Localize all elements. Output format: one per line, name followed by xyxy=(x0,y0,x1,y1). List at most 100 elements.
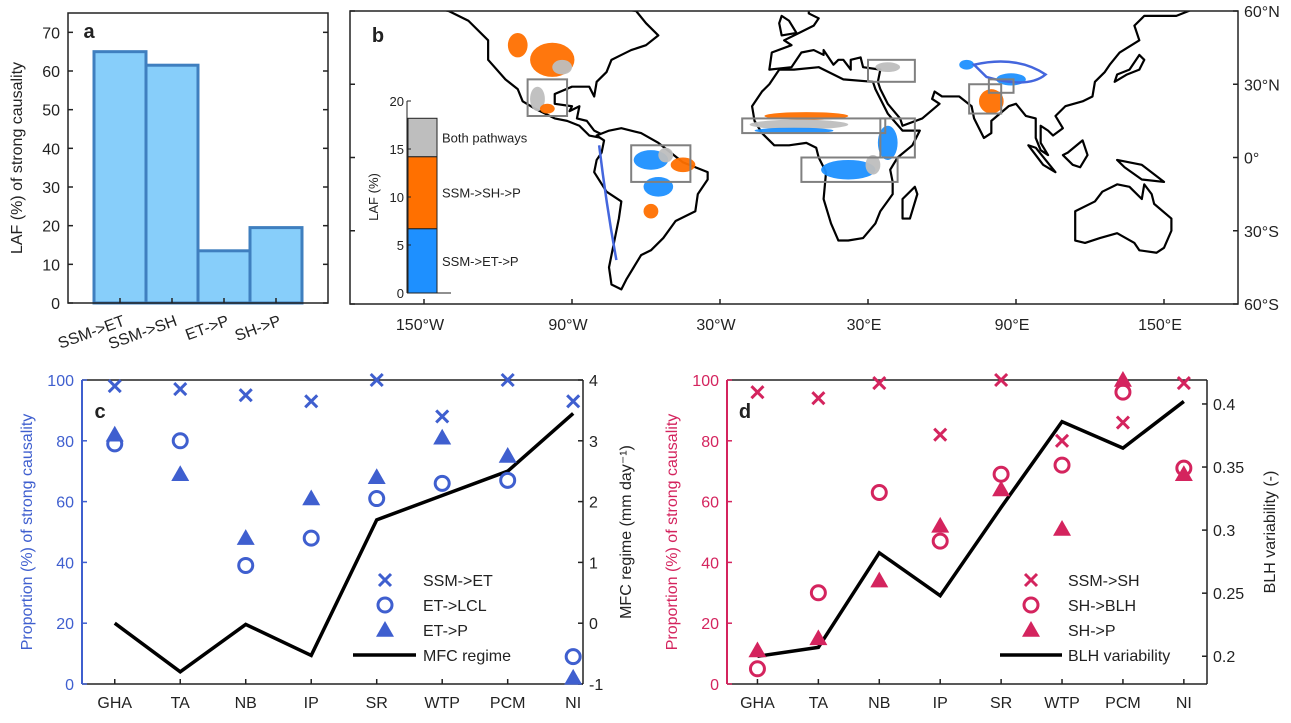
point-SSM->ET-WTP xyxy=(435,409,450,424)
x-tick-label: PCM xyxy=(1105,695,1141,712)
point-SH->P-PCM xyxy=(1113,371,1132,387)
study-region-box xyxy=(867,58,916,83)
panel-label-d: d xyxy=(739,401,751,423)
landmass-japan xyxy=(1113,53,1146,83)
legend-marker-ET->LCL xyxy=(376,596,394,614)
legend-label: ET->P xyxy=(423,623,468,640)
x-tick-label: SH->P xyxy=(233,313,284,345)
point-ET->LCL-WTP xyxy=(433,474,451,492)
inset-bar-SSM->ET->P xyxy=(407,228,438,294)
landmass-australia xyxy=(1074,183,1173,254)
y2-axis-label: BLH variability (-) xyxy=(1262,471,1279,594)
point-SH->P-NB xyxy=(870,571,889,588)
point-ET->LCL-NI xyxy=(564,648,582,666)
landmass-borneo xyxy=(1061,139,1089,169)
point-SSM->SH-SR xyxy=(994,372,1009,388)
legend-marker-SSM->ET xyxy=(377,572,393,588)
point-SH->BLH-SR xyxy=(992,465,1010,483)
inset-legend-label: SSM->SH->P xyxy=(442,186,521,201)
point-ET->P-SR xyxy=(367,468,386,485)
y-axis-label: Proportion (%) of strong causality xyxy=(664,414,681,651)
inset-y-tick-label: 0 xyxy=(397,286,404,301)
y-tick-label: 60 xyxy=(42,64,60,81)
inset-y-tick-label: 10 xyxy=(390,190,404,205)
bar-ET->P xyxy=(196,249,252,305)
inset-y-tick-label: 15 xyxy=(390,142,404,157)
point-ET->P-TA xyxy=(171,465,190,481)
point-ET->P-WTP xyxy=(433,428,452,445)
study-region-box xyxy=(800,156,899,183)
x-tick-label: NB xyxy=(868,695,890,712)
causality-region-sh xyxy=(643,203,659,219)
point-SSM->SH-GHA xyxy=(750,385,765,400)
landmass-madagascar xyxy=(901,185,919,220)
panel-label-c: c xyxy=(94,401,105,423)
study-region-box xyxy=(968,83,1003,115)
y2-tick-label: 4 xyxy=(589,373,598,390)
series-line-BLH variability xyxy=(757,400,1185,658)
landmass-eurasia xyxy=(768,11,1192,157)
lat-tick-label: 60°S xyxy=(1244,297,1279,314)
point-SH->P-IP xyxy=(931,516,950,533)
y-tick-label: 100 xyxy=(47,373,74,390)
y-tick-label: 80 xyxy=(701,434,719,451)
y2-tick-label: 1 xyxy=(589,555,598,572)
inset-legend-label: SSM->ET->P xyxy=(442,254,519,269)
y-tick-label: 10 xyxy=(42,257,60,274)
y2-tick-label: 0.3 xyxy=(1213,523,1235,540)
tibet-contour xyxy=(971,60,1048,84)
y-tick-label: 60 xyxy=(701,495,719,512)
inset-bar-Both pathways xyxy=(407,117,438,158)
legend-marker-SH->P xyxy=(1022,621,1040,637)
y-tick-label: 60 xyxy=(56,495,74,512)
landmass-sumatra xyxy=(1027,144,1057,174)
point-SSM->SH-WTP xyxy=(1054,433,1070,448)
legend-label: SH->P xyxy=(1068,623,1116,640)
y-tick-label: 0 xyxy=(710,677,719,694)
point-SH->BLH-PCM xyxy=(1114,383,1132,401)
x-tick-label: TA xyxy=(171,695,191,712)
lat-tick-label: 30°S xyxy=(1244,224,1279,241)
point-ET->P-NB xyxy=(236,529,255,545)
legend-label: ET->LCL xyxy=(423,598,487,615)
lat-tick-label: 60°N xyxy=(1244,4,1280,21)
x-tick-label: ET->P xyxy=(183,313,231,344)
point-ET->P-NI xyxy=(564,668,583,685)
x-tick-label: SR xyxy=(366,695,388,712)
causality-region-et xyxy=(821,159,876,180)
point-SSM->ET-IP xyxy=(304,394,319,409)
bar-SSM->SH xyxy=(144,63,200,305)
causality-region-sh xyxy=(507,32,528,58)
inset-y-tick-label: 5 xyxy=(397,238,404,253)
legend-label: SSM->SH xyxy=(1068,573,1140,590)
point-ET->LCL-PCM xyxy=(499,471,517,489)
point-SH->BLH-NB xyxy=(870,483,888,501)
point-SSM->ET-NB xyxy=(238,388,253,403)
point-ET->LCL-SR xyxy=(368,490,386,508)
y-tick-label: 40 xyxy=(42,141,60,158)
point-SH->BLH-TA xyxy=(809,584,827,602)
legend-marker-SH->BLH xyxy=(1022,596,1040,614)
inset-y-tick-label: 20 xyxy=(390,94,404,109)
point-SH->P-TA xyxy=(809,629,828,646)
y2-tick-label: 2 xyxy=(589,495,598,512)
causality-region-both xyxy=(875,62,901,73)
bar-SSM->ET xyxy=(92,50,148,305)
point-SSM->ET-PCM xyxy=(500,372,515,388)
legend-label: BLH variability xyxy=(1068,648,1170,665)
point-ET->P-GHA xyxy=(105,425,124,442)
point-SH->P-WTP xyxy=(1053,519,1072,536)
point-SH->P-GHA xyxy=(748,641,767,658)
landmass-great-britain xyxy=(778,14,798,37)
panel-label-a: a xyxy=(83,21,95,43)
study-region-box xyxy=(987,78,1015,94)
panel-a-axes-box xyxy=(67,12,329,304)
y-tick-label: 20 xyxy=(42,219,60,236)
point-SH->P-NI xyxy=(1174,465,1193,481)
y-tick-label: 80 xyxy=(56,434,74,451)
point-ET->LCL-IP xyxy=(302,529,320,547)
y-tick-label: 0 xyxy=(65,677,74,694)
legend-label: SSM->ET xyxy=(423,573,493,590)
legend-marker-SSM->SH xyxy=(1023,572,1039,588)
lon-tick-label: 150°E xyxy=(1138,317,1182,334)
